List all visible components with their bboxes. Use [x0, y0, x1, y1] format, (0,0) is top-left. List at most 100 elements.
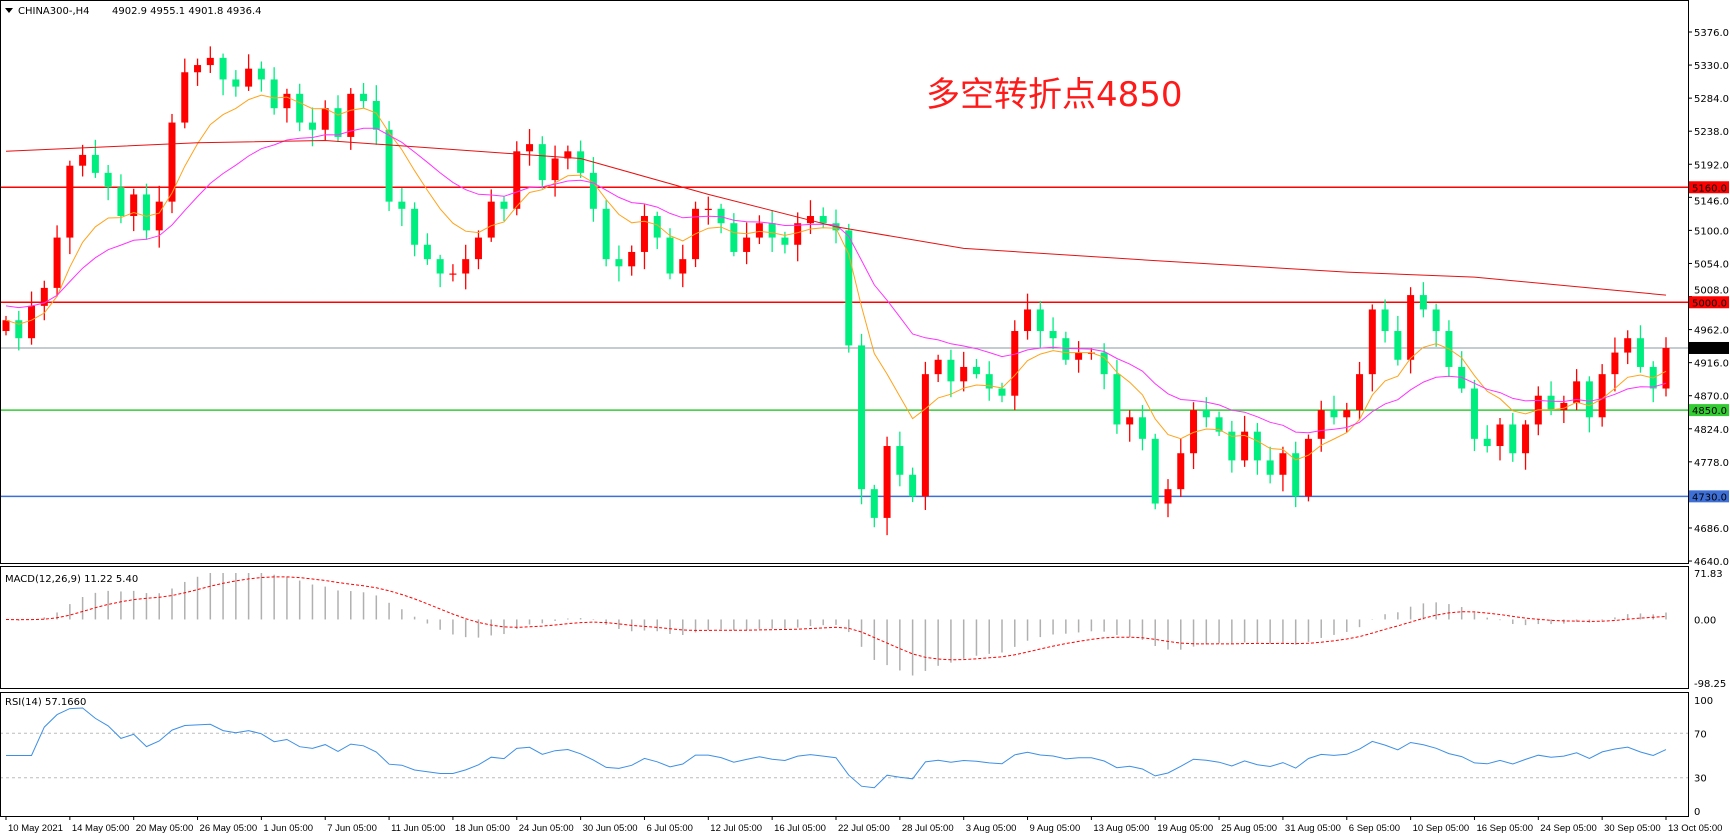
- price-tick-label: 4640.0: [1694, 557, 1729, 568]
- candle-body: [1509, 424, 1517, 454]
- candle-body: [577, 151, 585, 173]
- candle-body: [1330, 410, 1338, 418]
- date-tick-label: 26 May 05:00: [200, 823, 258, 834]
- collapse-triangle-icon[interactable]: [5, 8, 13, 13]
- date-tick-label: 7 Jun 05:00: [327, 823, 377, 834]
- date-tick-label: 11 Jun 05:00: [391, 823, 445, 834]
- macd-panel-frame: [0, 566, 1689, 689]
- rsi-panel-frame: [0, 692, 1689, 817]
- date-tick-label: 10 Sep 05:00: [1413, 823, 1470, 834]
- price-tick-label: 5054.0: [1694, 259, 1729, 270]
- candle-body: [474, 237, 482, 260]
- candle-body: [168, 122, 176, 202]
- candle-body: [28, 305, 36, 339]
- candle-body: [257, 68, 265, 80]
- candle-body: [436, 259, 444, 274]
- candle-body: [1356, 374, 1364, 411]
- date-tick-label: 10 May 2021: [8, 823, 63, 834]
- candle-body: [79, 154, 87, 166]
- candle-body: [513, 151, 521, 209]
- price-tick-label: 5284.0: [1694, 94, 1729, 105]
- candle-body: [819, 216, 827, 224]
- candle-body: [1151, 438, 1159, 504]
- date-tick-label: 12 Jul 05:00: [710, 823, 762, 834]
- price-tick-label: 5008.0: [1694, 285, 1729, 296]
- candle-body: [385, 129, 393, 202]
- candle-body: [1368, 309, 1376, 375]
- candle-body: [717, 208, 725, 224]
- candle-body: [947, 359, 955, 382]
- main-price-panel[interactable]: [0, 46, 1688, 536]
- date-tick-label: 25 Aug 05:00: [1221, 823, 1277, 834]
- candle-body: [858, 345, 866, 490]
- candle-body: [1087, 352, 1095, 354]
- candle-body: [1266, 460, 1274, 475]
- date-tick-label: 3 Aug 05:00: [966, 823, 1017, 834]
- candle-body: [40, 287, 48, 306]
- candle-body: [194, 65, 202, 73]
- candle-body: [423, 244, 431, 260]
- candle-body: [1343, 410, 1351, 418]
- candle-body: [934, 359, 942, 375]
- date-tick-label: 20 May 05:00: [136, 823, 194, 834]
- candle-body: [91, 154, 99, 173]
- candle-body: [296, 93, 304, 123]
- candle-body: [1241, 431, 1249, 461]
- macd-signal-line: [5, 576, 1667, 661]
- candle-body: [1662, 347, 1670, 389]
- candle-body: [883, 446, 891, 518]
- candle-body: [15, 320, 23, 339]
- price-tick-label: 5146.0: [1694, 196, 1729, 207]
- candle-body: [1432, 309, 1440, 332]
- date-tick-label: 22 Jul 05:00: [838, 823, 890, 834]
- price-tick-label: 5376.0: [1694, 28, 1729, 39]
- candle-body: [1100, 352, 1108, 375]
- candle-body: [755, 223, 763, 238]
- candle-body: [1624, 338, 1632, 353]
- candle-body: [602, 208, 610, 260]
- price-tick-label: 4824.0: [1694, 425, 1729, 436]
- macd-tick-label: 0.00: [1694, 615, 1716, 626]
- candle-body: [972, 366, 980, 375]
- candle-body: [1560, 402, 1568, 411]
- candle-body: [117, 187, 125, 217]
- candle-body: [845, 230, 853, 346]
- rsi-panel[interactable]: [0, 707, 1688, 789]
- candle-body: [66, 165, 74, 238]
- candle-body: [615, 259, 623, 267]
- candle-body: [1470, 388, 1478, 439]
- date-tick-label: 19 Aug 05:00: [1157, 823, 1213, 834]
- level-tag-5000.0: [1689, 296, 1729, 309]
- candle-body: [283, 93, 291, 109]
- date-tick-label: 14 May 05:00: [72, 823, 130, 834]
- candle-body: [270, 79, 278, 109]
- rsi-tick-label: 30: [1694, 774, 1707, 785]
- candle-body: [1598, 374, 1606, 418]
- annotation-text: 多空转折点4850: [926, 75, 1183, 115]
- date-tick-label: 1 Jun 05:00: [263, 823, 313, 834]
- candle-body: [181, 72, 189, 123]
- ma-long-line: [5, 139, 1667, 296]
- rsi-label: RSI(14) 57.1660: [5, 697, 86, 708]
- macd-panel[interactable]: [5, 573, 1667, 676]
- candle-body: [628, 251, 636, 267]
- candle-body: [704, 208, 712, 211]
- date-tick-label: 6 Sep 05:00: [1349, 823, 1400, 834]
- rsi-tick-label: 0: [1694, 807, 1700, 818]
- candle-body: [411, 208, 419, 245]
- candle-body: [1011, 331, 1019, 396]
- candle-body: [1253, 431, 1261, 461]
- candle-body: [1394, 331, 1402, 360]
- candle-body: [653, 216, 661, 238]
- candle-body: [1611, 352, 1619, 375]
- candle-body: [104, 172, 112, 188]
- candle-body: [1113, 374, 1121, 425]
- rsi-line: [6, 707, 1667, 789]
- candle-body: [1138, 417, 1146, 439]
- candle-body: [462, 259, 470, 274]
- price-tick-label: 4916.0: [1694, 359, 1729, 370]
- candle-body: [487, 201, 495, 238]
- candle-body: [960, 366, 968, 382]
